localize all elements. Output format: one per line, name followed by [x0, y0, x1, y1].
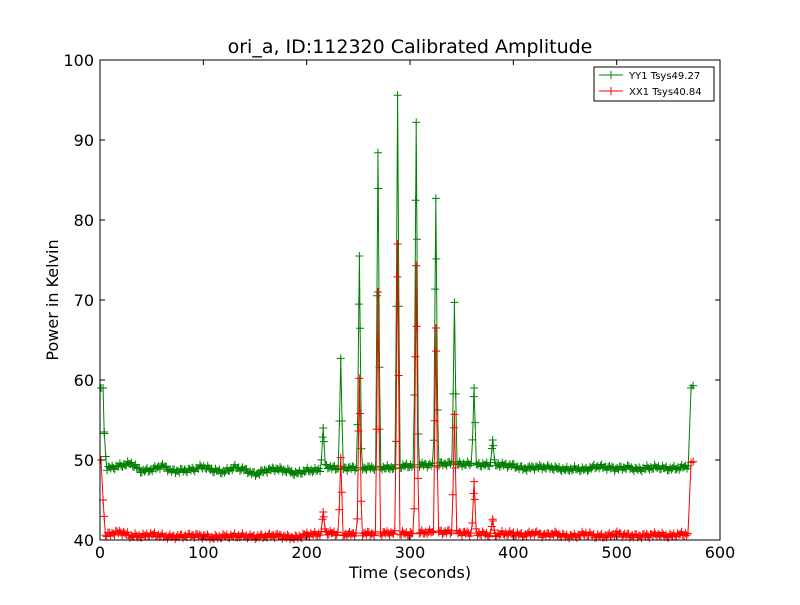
legend-label-xx1: XX1 Tsys40.84	[629, 87, 702, 98]
chart-title: ori_a, ID:112320 Calibrated Amplitude	[228, 36, 593, 58]
legend-label-yy1: YY1 Tsys49.27	[628, 71, 700, 82]
tick-layer: 0 100 200 300 400 500 600 40 50 60 70 80 90 100	[63, 51, 735, 562]
x-axis-label: Time (seconds)	[348, 563, 471, 582]
y-tick-label: 80	[74, 211, 94, 230]
y-tick-label: 50	[74, 451, 94, 470]
y-tick-label: 70	[74, 291, 94, 310]
x-tick-label: 600	[705, 543, 736, 562]
y-tick-label: 100	[63, 51, 94, 70]
y-tick-label: 60	[74, 371, 94, 390]
legend-marker-yy1	[607, 71, 615, 79]
y-axis-label: Power in Kelvin	[43, 239, 62, 360]
x-tick-label: 500	[601, 543, 632, 562]
x-tick-label: 100	[188, 543, 219, 562]
y-tick-label: 90	[74, 131, 94, 150]
x-tick-label: 0	[95, 543, 105, 562]
legend-box	[593, 66, 715, 102]
x-tick-label: 400	[498, 543, 529, 562]
x-tick-label: 300	[395, 543, 426, 562]
legend-marker-xx1	[607, 87, 615, 95]
y-tick-label: 40	[74, 531, 94, 550]
legend: YY1 Tsys49.27 XX1 Tsys40.84	[593, 66, 715, 102]
x-tick-label: 200	[291, 543, 322, 562]
series-markers-0	[97, 91, 698, 480]
series-layer	[97, 91, 698, 544]
